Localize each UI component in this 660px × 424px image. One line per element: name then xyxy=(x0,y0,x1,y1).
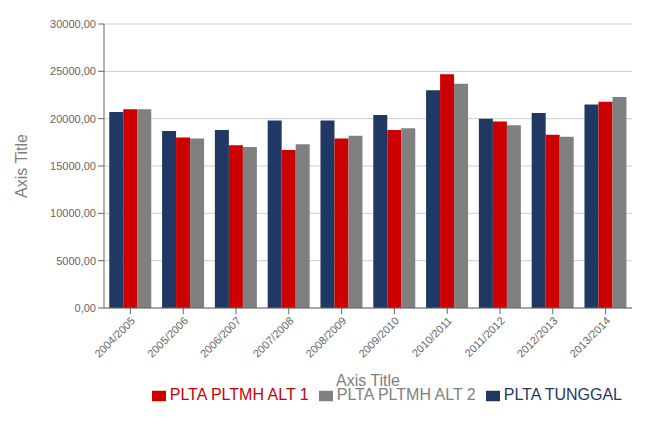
svg-text:25000,00: 25000,00 xyxy=(50,65,96,77)
svg-text:20000,00: 20000,00 xyxy=(50,113,96,125)
svg-text:2009/2010: 2009/2010 xyxy=(356,314,401,359)
svg-text:15000,00: 15000,00 xyxy=(50,160,96,172)
svg-text:0,00: 0,00 xyxy=(75,302,96,314)
svg-text:2006/2007: 2006/2007 xyxy=(198,314,243,359)
svg-text:2011/2012: 2011/2012 xyxy=(462,314,507,359)
svg-text:Axis Title: Axis Title xyxy=(13,134,30,198)
svg-text:30000,00: 30000,00 xyxy=(50,18,96,30)
html-text:PLTA PLTMH ALT 1: PLTA PLTMH ALT 1 xyxy=(169,386,309,403)
svg-text:2007/2008: 2007/2008 xyxy=(250,314,295,359)
svg-text:2005/2006: 2005/2006 xyxy=(145,314,190,359)
svg-text:2008/2009: 2008/2009 xyxy=(303,314,348,359)
svg-text:2010/2011: 2010/2011 xyxy=(409,314,454,359)
svg-text:2012/2013: 2012/2013 xyxy=(514,314,559,359)
html-text:PLTA PLTMH ALT 2: PLTA PLTMH ALT 2 xyxy=(336,386,476,403)
svg-text:5000,00: 5000,00 xyxy=(56,255,96,267)
svg-text:2013/2014: 2013/2014 xyxy=(567,314,612,359)
svg-text:10000,00: 10000,00 xyxy=(50,207,96,219)
svg-text:2004/2005: 2004/2005 xyxy=(92,314,137,359)
html-text:PLTA TUNGGAL: PLTA TUNGGAL xyxy=(503,386,622,403)
svg-text:Axis Title: Axis Title xyxy=(336,372,400,389)
